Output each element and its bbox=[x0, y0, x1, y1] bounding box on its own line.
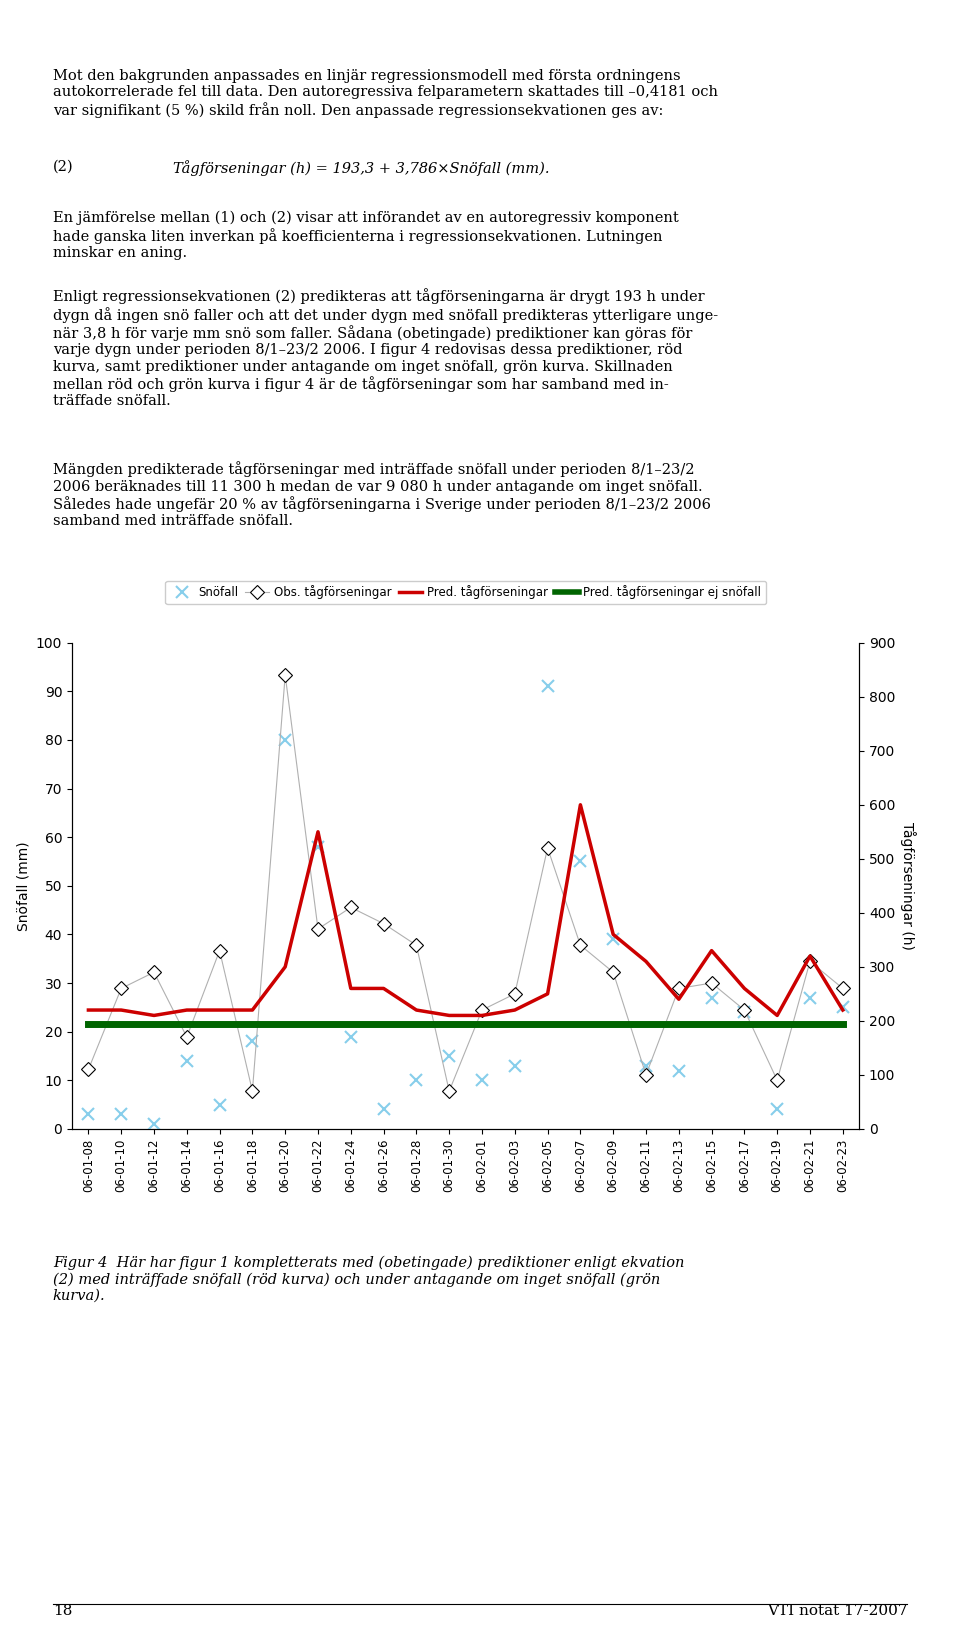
Text: Enligt regressionsekvationen (2) predikteras att tågförseningarna är drygt 193 h: Enligt regressionsekvationen (2) predikt… bbox=[53, 288, 718, 409]
Text: Tågförseningar (h) = 193,3 + 3,786×Snöfall (mm).: Tågförseningar (h) = 193,3 + 3,786×Snöfa… bbox=[173, 160, 549, 176]
Text: Figur 4  Här har figur 1 kompletterats med (obetingade) prediktioner enligt ekva: Figur 4 Här har figur 1 kompletterats me… bbox=[53, 1256, 684, 1304]
Text: (2): (2) bbox=[53, 160, 73, 173]
Text: Mängden predikterade tågförseningar med inträffade snöfall under perioden 8/1–23: Mängden predikterade tågförseningar med … bbox=[53, 461, 710, 527]
Y-axis label: Snöfall (mm): Snöfall (mm) bbox=[16, 840, 31, 931]
Legend: Snöfall, Obs. tågförseningar, Pred. tågförseningar, Pred. tågförseningar ej snöf: Snöfall, Obs. tågförseningar, Pred. tågf… bbox=[165, 580, 766, 603]
Y-axis label: Tågförseningar (h): Tågförseningar (h) bbox=[900, 822, 916, 949]
Text: VTI notat 17-2007: VTI notat 17-2007 bbox=[767, 1605, 907, 1618]
Text: En jämförelse mellan (1) och (2) visar att införandet av en autoregressiv kompon: En jämförelse mellan (1) och (2) visar a… bbox=[53, 211, 679, 260]
Text: 18: 18 bbox=[53, 1605, 72, 1618]
Text: Mot den bakgrunden anpassades en linjär regressionsmodell med första ordningens
: Mot den bakgrunden anpassades en linjär … bbox=[53, 69, 718, 119]
